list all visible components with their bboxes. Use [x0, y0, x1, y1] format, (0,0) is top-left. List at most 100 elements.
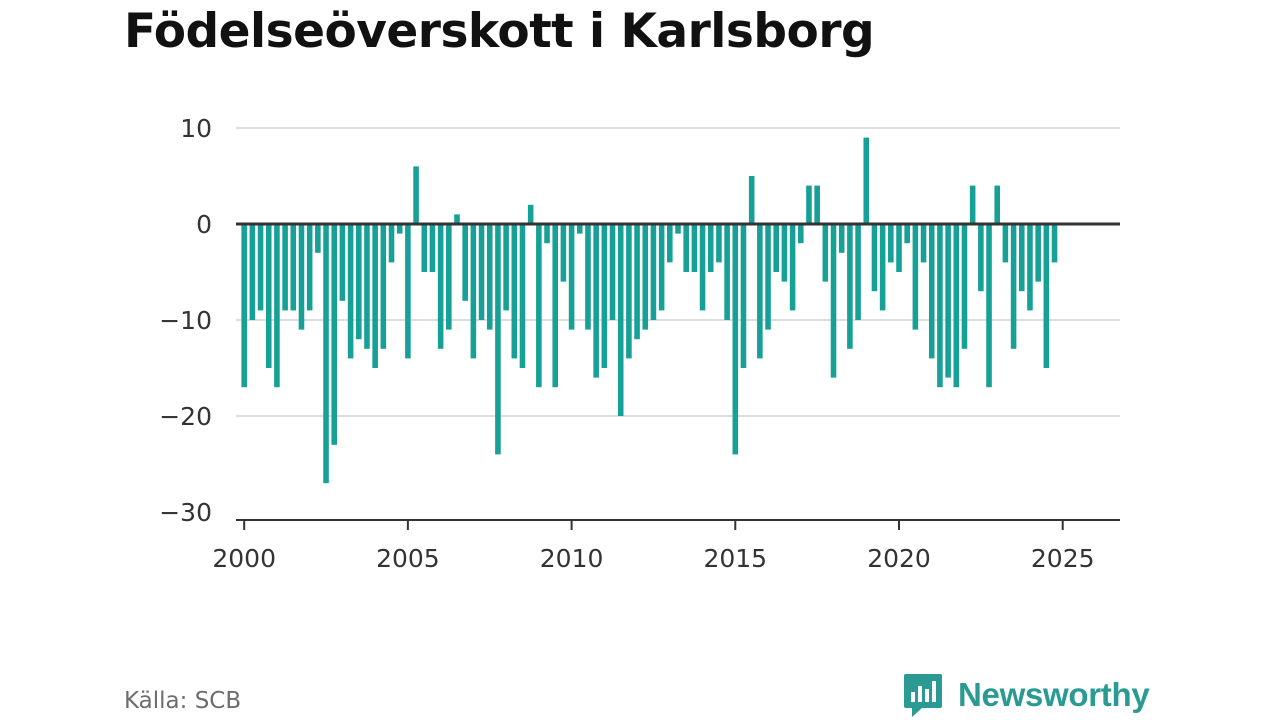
bar: [593, 224, 599, 378]
bar: [806, 185, 812, 224]
bar: [249, 224, 256, 320]
bar: [355, 224, 362, 340]
y-tick-label: −30: [159, 498, 212, 527]
bar: [396, 224, 403, 234]
bar: [920, 224, 927, 263]
bar: [306, 224, 313, 311]
bar: [1035, 224, 1041, 282]
bar: [724, 224, 730, 320]
bar: [609, 224, 616, 320]
bar: [904, 224, 910, 244]
bar: [732, 224, 739, 455]
bar: [691, 224, 698, 272]
y-tick-label: 0: [196, 210, 212, 239]
bar: [495, 224, 501, 455]
bar: [446, 224, 452, 330]
bar: [945, 224, 951, 378]
bar: [536, 224, 542, 388]
bar: [961, 224, 968, 349]
x-tick-label: 2000: [212, 544, 276, 573]
bar: [953, 224, 960, 388]
bar: [650, 224, 657, 320]
newsworthy-logo-icon: [904, 674, 942, 717]
bar: [830, 224, 837, 378]
bar: [437, 224, 444, 349]
bar: [716, 224, 722, 263]
bar: [388, 224, 395, 263]
bar: [912, 224, 919, 330]
newsworthy-logo[interactable]: Newsworthy: [902, 672, 1150, 718]
bar: [699, 224, 706, 311]
chart-title: Födelseöverskott i Karlsborg: [124, 4, 875, 59]
x-tick-label: 2025: [1031, 544, 1095, 573]
bar: [781, 224, 788, 282]
bar: [969, 185, 976, 224]
bar: [568, 224, 575, 330]
bar: [372, 224, 378, 368]
bar: [871, 224, 878, 292]
bar: [601, 224, 608, 368]
bar: [503, 224, 509, 311]
bar: [888, 224, 894, 263]
bar: [364, 224, 370, 349]
bar: [339, 224, 346, 301]
bar: [478, 224, 485, 320]
bar: [757, 224, 763, 359]
x-tick-label: 2015: [703, 544, 767, 573]
bar: [527, 204, 534, 224]
bar: [486, 224, 493, 330]
bar: [855, 224, 861, 320]
bar: [576, 224, 583, 234]
bar: [347, 224, 354, 359]
axes: [236, 222, 1120, 530]
x-tick-label: 2010: [540, 544, 604, 573]
bar: [1051, 224, 1058, 263]
bar: [315, 224, 321, 253]
bars: [241, 137, 1058, 484]
bar: [454, 214, 460, 224]
bar: [413, 166, 419, 224]
bar: [380, 224, 387, 349]
bar: [585, 224, 591, 330]
bar: [879, 224, 886, 311]
bar: [1010, 224, 1017, 349]
bar: [1043, 224, 1050, 368]
source-note: Källa: SCB: [124, 688, 242, 714]
bar: [544, 224, 550, 244]
bar: [667, 224, 673, 263]
bar: [552, 224, 559, 388]
bar: [814, 185, 820, 224]
bar: [789, 224, 796, 311]
bar: [928, 224, 935, 359]
bar: [847, 224, 853, 349]
bar: [257, 224, 264, 311]
bar: [1002, 224, 1009, 263]
bar: [773, 224, 780, 272]
bar: [298, 224, 305, 330]
bar: [707, 224, 714, 272]
bar: [978, 224, 984, 292]
y-tick-label: −10: [159, 306, 212, 335]
bar: [740, 224, 747, 368]
bar: [986, 224, 992, 388]
bar: [241, 224, 247, 388]
bar: [323, 224, 329, 484]
bar: [675, 224, 681, 234]
bar: [282, 224, 288, 311]
x-tick-label: 2020: [867, 544, 931, 573]
bar: [658, 224, 665, 311]
bar: [822, 224, 829, 282]
bar: [617, 224, 624, 416]
newsworthy-logo-text: Newsworthy: [958, 676, 1150, 713]
bar: [1018, 224, 1025, 292]
y-tick-label: −20: [159, 402, 212, 431]
bar: [511, 224, 518, 359]
bar: [896, 224, 902, 272]
bar: [748, 176, 755, 224]
bar: [838, 224, 845, 253]
bar: [421, 224, 428, 272]
bar: [642, 224, 649, 330]
bar: [519, 224, 526, 368]
